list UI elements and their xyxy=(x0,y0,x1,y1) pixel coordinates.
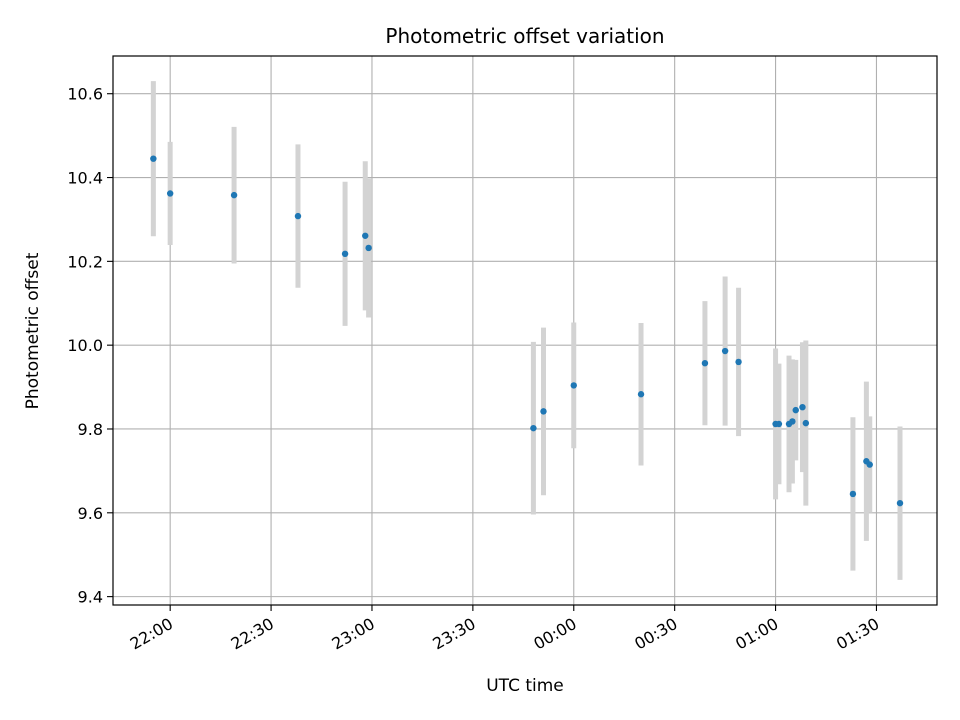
data-point xyxy=(150,155,157,162)
data-point xyxy=(540,408,547,415)
data-point xyxy=(721,347,729,355)
data-points xyxy=(150,155,904,507)
data-point xyxy=(896,499,904,507)
data-point xyxy=(341,250,349,258)
data-point xyxy=(802,419,810,427)
data-point xyxy=(365,244,372,252)
data-point xyxy=(866,461,873,468)
data-point xyxy=(775,420,783,428)
y-tick-label: 9.4 xyxy=(78,588,103,607)
data-point xyxy=(792,406,799,414)
chart-title: Photometric offset variation xyxy=(385,24,664,48)
data-point xyxy=(789,418,796,425)
plot-frame xyxy=(112,55,938,606)
x-axis-label: UTC time xyxy=(486,676,564,696)
data-point xyxy=(849,490,857,498)
y-tick-label: 9.8 xyxy=(78,420,103,439)
data-point xyxy=(799,403,806,411)
data-point xyxy=(701,359,709,367)
y-tick-label: 10.4 xyxy=(67,169,103,188)
y-axis-label: Photometric offset xyxy=(23,252,43,409)
data-point xyxy=(570,382,577,389)
data-point xyxy=(166,190,174,197)
y-tick-label: 10.6 xyxy=(67,85,103,104)
y-tick-label: 9.6 xyxy=(78,504,103,523)
y-tick-label: 10.2 xyxy=(67,252,103,271)
y-tick-label: 10.0 xyxy=(67,336,103,355)
data-point xyxy=(530,424,537,432)
data-point xyxy=(294,212,302,220)
data-point xyxy=(230,191,238,199)
data-point xyxy=(362,232,369,239)
data-point xyxy=(735,358,742,366)
data-point xyxy=(637,391,645,398)
